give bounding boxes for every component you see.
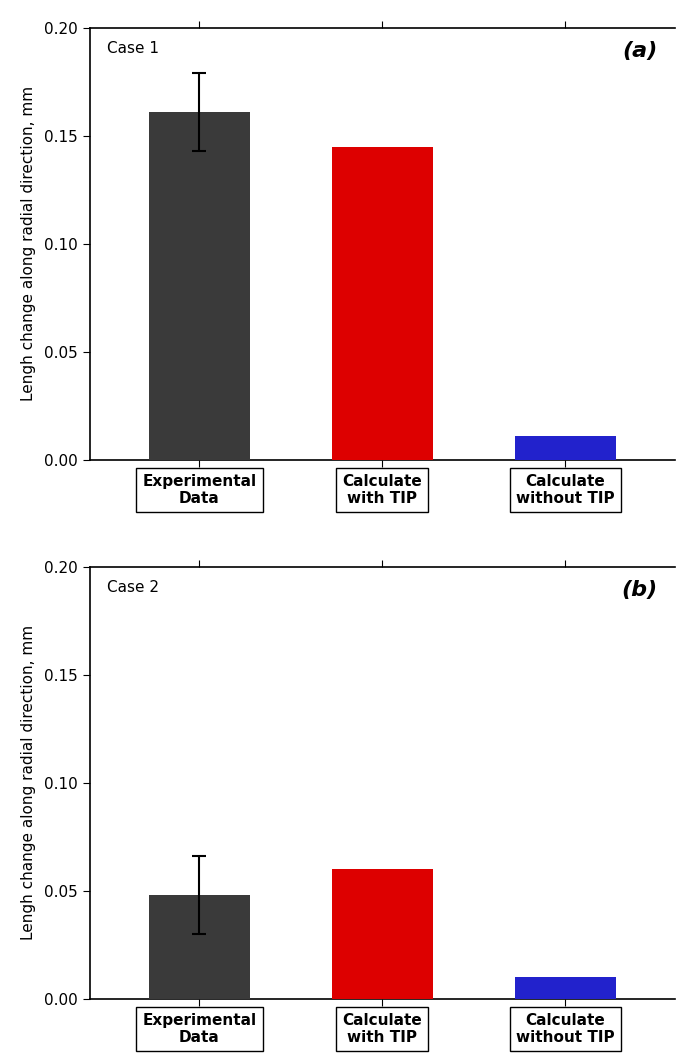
Bar: [149, 112, 250, 460]
Text: (b): (b): [622, 580, 658, 600]
Bar: [515, 436, 616, 460]
Text: Calculate
without TIP: Calculate without TIP: [516, 473, 615, 506]
Text: Experimental
Data: Experimental Data: [143, 473, 257, 506]
Text: Calculate
with TIP: Calculate with TIP: [342, 473, 422, 506]
Bar: [515, 977, 616, 999]
Bar: [149, 895, 250, 999]
Bar: [332, 147, 433, 460]
Text: Calculate
without TIP: Calculate without TIP: [516, 1013, 615, 1045]
Text: Experimental
Data: Experimental Data: [143, 1013, 257, 1045]
Text: Case 1: Case 1: [107, 40, 159, 55]
Text: (a): (a): [622, 40, 658, 61]
Bar: [332, 869, 433, 999]
Text: Case 2: Case 2: [107, 580, 159, 595]
Y-axis label: Lengh change along radial direction, mm: Lengh change along radial direction, mm: [21, 626, 35, 941]
Y-axis label: Lengh change along radial direction, mm: Lengh change along radial direction, mm: [21, 86, 35, 401]
Text: Calculate
with TIP: Calculate with TIP: [342, 1013, 422, 1045]
